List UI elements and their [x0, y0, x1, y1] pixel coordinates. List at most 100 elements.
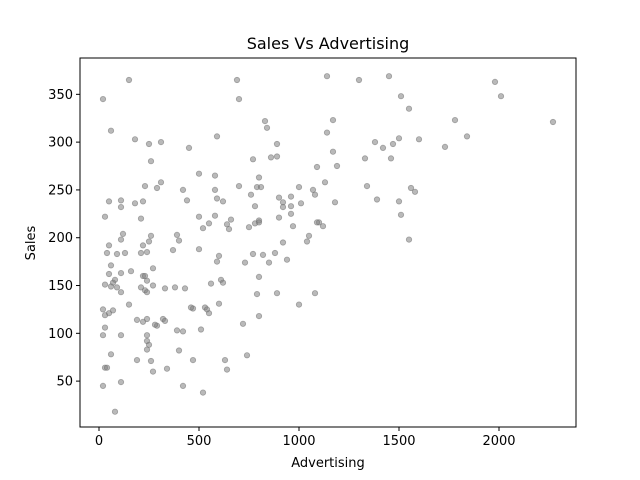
data-point	[389, 140, 397, 148]
data-point	[405, 236, 413, 243]
data-point	[143, 289, 151, 296]
data-point	[255, 174, 263, 181]
data-point	[287, 210, 295, 217]
data-point	[113, 250, 121, 258]
chart-title: Sales Vs Advertising	[247, 34, 410, 53]
data-point	[197, 326, 205, 333]
data-point	[213, 195, 221, 202]
plot-frame	[79, 57, 577, 428]
data-point	[109, 307, 117, 314]
data-point	[263, 124, 271, 131]
data-point	[247, 191, 255, 198]
y-tick-label: 50	[56, 375, 73, 390]
data-point	[141, 183, 149, 190]
data-point	[385, 73, 393, 80]
data-point	[101, 324, 109, 331]
data-point	[243, 352, 251, 359]
data-point	[451, 117, 459, 124]
data-point	[131, 200, 139, 207]
data-point	[497, 93, 505, 100]
data-point	[117, 332, 125, 339]
data-point	[139, 242, 147, 249]
data-point	[331, 199, 339, 206]
data-point	[311, 290, 319, 297]
data-point	[211, 212, 219, 219]
data-point	[249, 250, 257, 258]
scatter-points	[99, 73, 557, 415]
data-point	[147, 357, 155, 365]
data-point	[161, 285, 169, 292]
data-point	[283, 256, 291, 263]
data-point	[219, 279, 227, 286]
data-point	[179, 382, 187, 389]
data-point	[257, 184, 265, 191]
data-point	[363, 183, 371, 190]
data-point	[295, 301, 303, 308]
data-point	[145, 140, 153, 148]
data-point	[373, 196, 381, 203]
data-point	[255, 273, 263, 280]
data-point	[253, 290, 261, 298]
data-point	[107, 127, 115, 134]
y-tick-label: 200	[48, 231, 73, 246]
data-point	[223, 366, 231, 373]
data-point	[329, 148, 337, 155]
x-tick-label: 2000	[482, 434, 515, 449]
data-point	[235, 183, 243, 190]
data-point	[289, 223, 297, 230]
data-point	[221, 356, 229, 364]
data-point	[313, 163, 321, 171]
data-point	[125, 301, 133, 308]
data-point	[113, 284, 121, 291]
plot-area	[80, 58, 576, 427]
data-point	[323, 73, 331, 80]
data-point	[169, 247, 177, 254]
data-point	[213, 258, 221, 265]
data-point	[549, 118, 557, 126]
data-point	[287, 203, 295, 210]
data-point	[131, 136, 139, 143]
data-point	[117, 236, 125, 243]
data-point	[163, 365, 171, 372]
data-point	[395, 198, 403, 205]
data-point	[227, 216, 235, 223]
y-tick-label: 300	[48, 136, 73, 151]
data-point	[225, 226, 233, 233]
y-tick-label: 100	[48, 327, 73, 342]
data-point	[311, 191, 319, 198]
data-point	[143, 346, 151, 353]
data-point	[313, 219, 321, 226]
data-point	[153, 184, 161, 192]
data-point	[175, 237, 183, 244]
data-point	[215, 300, 223, 307]
data-point	[319, 223, 327, 230]
data-point	[101, 312, 109, 319]
y-axis-ticks: 50 100 150 200 250 300 350	[48, 88, 80, 390]
data-point	[199, 389, 207, 396]
data-point	[171, 284, 179, 291]
data-point	[107, 262, 115, 269]
data-point	[99, 96, 107, 103]
data-point	[321, 179, 329, 186]
x-tick-label: 0	[95, 434, 103, 449]
data-point	[213, 133, 221, 140]
data-point	[105, 198, 113, 205]
data-point	[189, 356, 197, 364]
data-point	[305, 232, 313, 239]
data-point	[161, 317, 169, 324]
x-tick-label: 1500	[382, 434, 415, 449]
data-point	[251, 203, 259, 210]
data-point	[407, 184, 415, 192]
data-point	[211, 186, 219, 193]
data-point	[273, 140, 281, 148]
data-point	[279, 204, 287, 211]
data-point	[259, 251, 267, 258]
data-point	[215, 252, 223, 259]
data-point	[275, 214, 283, 221]
data-point	[105, 242, 113, 249]
y-tick-label: 250	[48, 183, 73, 198]
data-point	[395, 135, 403, 142]
data-point	[125, 76, 133, 84]
data-point	[117, 204, 125, 211]
